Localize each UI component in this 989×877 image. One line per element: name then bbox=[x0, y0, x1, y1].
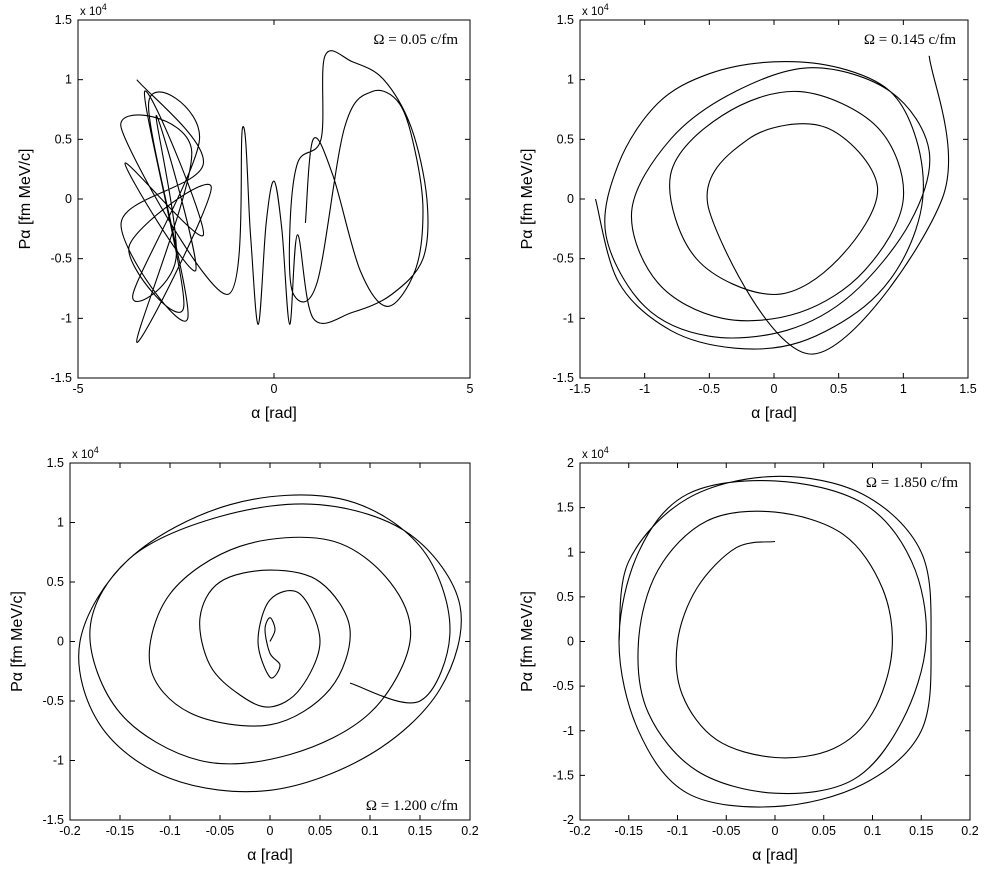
y-tick-label: -0.5 bbox=[552, 679, 574, 693]
y-multiplier: x 104 bbox=[582, 2, 609, 18]
y-multiplier-exponent: 4 bbox=[94, 445, 99, 455]
phase-trajectory bbox=[120, 50, 429, 343]
omega-annotation: Ω = 0.145 c/fm bbox=[864, 32, 956, 48]
panel-bottom-left: -0.2 -0.15 -0.1 -0.05 0 0.05 0.1 0.15 0.2 -1.5 -1 -… bbox=[9, 445, 479, 864]
y-multiplier-exponent: 4 bbox=[102, 2, 107, 12]
y-tick-label: 1.5 bbox=[557, 501, 574, 515]
y-tick-label: 0.5 bbox=[557, 590, 574, 604]
phase-trajectory bbox=[618, 475, 932, 808]
x-tick-label: 0.15 bbox=[408, 824, 432, 838]
y-axis-label: Pα [fm MeV/c] bbox=[9, 591, 26, 692]
x-tick-label: -0.15 bbox=[615, 824, 644, 838]
omega-annotation: Ω = 1.850 c/fm bbox=[866, 475, 958, 491]
x-tick-label: 0.2 bbox=[961, 824, 978, 838]
x-tick-label: -1.5 bbox=[569, 382, 591, 396]
x-tick-label: 1 bbox=[900, 382, 907, 396]
x-tick-label: 0.15 bbox=[909, 824, 933, 838]
x-tick-label: 0.1 bbox=[864, 824, 881, 838]
plot-frame bbox=[579, 19, 969, 379]
x-tick-label: 0.05 bbox=[812, 824, 836, 838]
y-multiplier-exponent: 4 bbox=[604, 445, 609, 455]
panel-bottom-right: -0.2 -0.15 -0.1 -0.05 0 0.05 0.1 0.15 0.2 -2 -1.5 -… bbox=[519, 445, 979, 864]
x-tick-label: -1 bbox=[639, 382, 650, 396]
x-tick-label: 0.05 bbox=[308, 824, 332, 838]
x-tick-label: -0.5 bbox=[699, 382, 721, 396]
y-multiplier: x 104 bbox=[72, 445, 99, 461]
x-axis-label: α [rad] bbox=[247, 847, 293, 864]
y-tick-label: 0 bbox=[567, 635, 574, 649]
y-tick-label: 0 bbox=[65, 192, 72, 206]
y-tick-label: 0 bbox=[57, 635, 64, 649]
x-tick-label: 0.5 bbox=[830, 382, 847, 396]
omega-annotation: Ω = 1.200 c/fm bbox=[366, 798, 458, 814]
panel-top-right: -1.5 -1 -0.5 0 0.5 1 1.5 -1.5 -1 -0.5 0 0.5 1 1.5 x 10… bbox=[519, 2, 977, 422]
y-tick-label: 1 bbox=[567, 73, 574, 87]
panel-top-left: -5 0 5 -1.5 -1 -0.5 0 0.5 1 1.5 x 104 α [rad] Pα [fm… bbox=[17, 2, 474, 422]
y-tick-label: 1.5 bbox=[47, 456, 64, 470]
y-tick-label: 1.5 bbox=[557, 13, 574, 27]
y-tick-label: 1 bbox=[65, 73, 72, 87]
x-tick-label: 1.5 bbox=[959, 382, 976, 396]
y-tick-label: -2 bbox=[563, 813, 574, 827]
y-tick-label: 0.5 bbox=[47, 575, 64, 589]
y-tick-label: 1 bbox=[57, 516, 64, 530]
plot-frame bbox=[77, 19, 471, 379]
y-tick-label: -1.5 bbox=[50, 371, 72, 385]
y-multiplier: x 104 bbox=[80, 2, 107, 18]
x-tick-label: -0.1 bbox=[667, 824, 689, 838]
omega-annotation: Ω = 0.05 c/fm bbox=[373, 32, 458, 48]
x-axis-label: α [rad] bbox=[251, 405, 297, 422]
y-axis-label: Pα [fm MeV/c] bbox=[17, 149, 34, 250]
y-tick-label: 2 bbox=[567, 456, 574, 470]
x-tick-label: 0.1 bbox=[361, 824, 378, 838]
phase-trajectory bbox=[78, 494, 462, 793]
x-axis-label: α [rad] bbox=[752, 847, 798, 864]
y-tick-label: -1.5 bbox=[552, 768, 574, 782]
x-tick-label: 0 bbox=[271, 382, 278, 396]
y-tick-label: -1.5 bbox=[552, 371, 574, 385]
x-tick-label: -0.1 bbox=[159, 824, 181, 838]
y-tick-label: -1 bbox=[61, 311, 72, 325]
y-multiplier-exponent: 4 bbox=[604, 2, 609, 12]
x-tick-label: 5 bbox=[467, 382, 474, 396]
y-axis-label: Pα [fm MeV/c] bbox=[519, 149, 536, 250]
y-tick-label: -0.5 bbox=[42, 694, 64, 708]
phase-trajectory bbox=[594, 55, 950, 355]
x-axis-label: α [rad] bbox=[751, 405, 797, 422]
y-tick-label: -0.5 bbox=[50, 252, 72, 266]
x-tick-label: -0.05 bbox=[206, 824, 235, 838]
x-tick-label: -0.15 bbox=[106, 824, 135, 838]
x-tick-label: -5 bbox=[72, 382, 83, 396]
y-tick-label: -1.5 bbox=[42, 813, 64, 827]
x-tick-label: -0.2 bbox=[569, 824, 591, 838]
y-tick-label: 0.5 bbox=[557, 132, 574, 146]
x-tick-label: 0 bbox=[771, 382, 778, 396]
y-tick-label: -0.5 bbox=[552, 252, 574, 266]
x-tick-label: 0 bbox=[772, 824, 779, 838]
y-multiplier: x 104 bbox=[582, 445, 609, 461]
y-axis-label: Pα [fm MeV/c] bbox=[519, 591, 536, 692]
y-tick-label: -1 bbox=[53, 754, 64, 768]
x-tick-label: 0 bbox=[267, 824, 274, 838]
x-tick-label: -0.2 bbox=[59, 824, 81, 838]
y-tick-label: 1.5 bbox=[55, 13, 72, 27]
y-tick-label: 0 bbox=[567, 192, 574, 206]
y-tick-label: 0.5 bbox=[55, 132, 72, 146]
y-tick-label: -1 bbox=[563, 311, 574, 325]
x-tick-label: 0.2 bbox=[461, 824, 478, 838]
x-tick-label: -0.05 bbox=[712, 824, 741, 838]
y-tick-label: -1 bbox=[563, 724, 574, 738]
y-tick-label: 1 bbox=[567, 545, 574, 559]
